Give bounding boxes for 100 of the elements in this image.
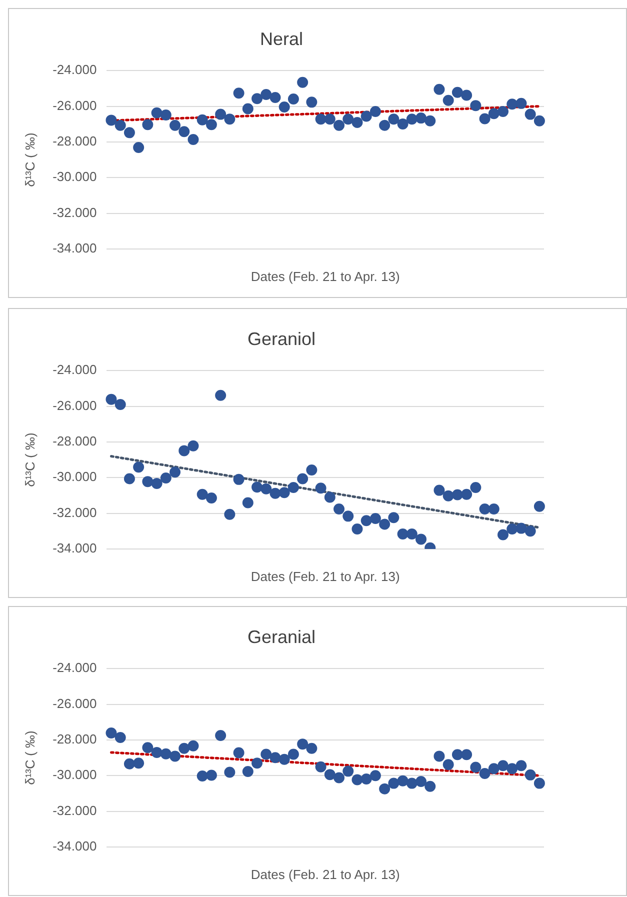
point (452, 86, 463, 98)
point (470, 100, 482, 112)
point (160, 472, 172, 484)
point (160, 110, 172, 121)
y-tick-label: -32.000 (52, 802, 97, 818)
point (188, 740, 199, 752)
point (461, 488, 472, 500)
point (524, 108, 536, 120)
point (470, 482, 482, 493)
point (416, 776, 427, 788)
point (124, 473, 135, 484)
point (498, 760, 509, 772)
point (188, 440, 199, 452)
point (388, 778, 400, 789)
point (360, 515, 372, 526)
point (424, 115, 436, 126)
point (397, 528, 408, 540)
point (270, 488, 281, 499)
point (170, 120, 181, 131)
y-tick-label: -28.000 (52, 434, 97, 449)
y-tick-label: -24.000 (52, 660, 97, 676)
point (178, 445, 190, 456)
point (379, 518, 390, 530)
point (461, 749, 472, 760)
point (452, 749, 463, 760)
point (224, 508, 236, 520)
point (524, 769, 536, 780)
point (260, 89, 272, 100)
point (388, 114, 400, 125)
point (534, 778, 545, 789)
point (270, 752, 281, 764)
point (170, 750, 181, 762)
point (133, 462, 144, 473)
point (151, 746, 162, 758)
y-tick-label: -26.000 (52, 98, 97, 113)
point (106, 114, 117, 126)
point (278, 754, 290, 765)
point (370, 512, 381, 524)
point (416, 534, 427, 545)
point (260, 483, 272, 494)
point (498, 106, 509, 117)
point (342, 766, 354, 777)
point (124, 758, 135, 770)
point (397, 775, 408, 786)
point (342, 114, 354, 125)
point (334, 504, 345, 515)
x-axis-title: Dates (Feb. 21 to Apr. 13) (250, 268, 400, 284)
point (114, 398, 126, 410)
point (479, 504, 490, 515)
point (142, 476, 154, 488)
point (379, 783, 390, 794)
point (370, 770, 381, 782)
point (215, 730, 226, 741)
point (306, 742, 318, 754)
point (534, 115, 545, 126)
point (388, 512, 400, 524)
point (324, 114, 336, 125)
point (114, 120, 126, 131)
point (215, 108, 226, 120)
point (352, 774, 363, 786)
point (506, 524, 518, 535)
point (178, 126, 190, 138)
point (306, 464, 318, 476)
point (416, 112, 427, 124)
y-axis-title: δ¹³C ( ‰) (22, 132, 38, 187)
point (133, 758, 144, 769)
point (242, 103, 254, 114)
point (196, 488, 208, 500)
point (278, 487, 290, 498)
point (406, 528, 418, 540)
point (233, 747, 244, 758)
point (360, 774, 372, 785)
point (452, 489, 463, 500)
point (461, 90, 472, 101)
point (488, 504, 500, 515)
point (206, 770, 217, 781)
y-tick-label: -28.000 (52, 134, 97, 149)
point (142, 119, 154, 130)
point (233, 88, 244, 99)
y-tick-label: -34.000 (52, 838, 97, 854)
point (534, 500, 545, 512)
point (242, 497, 254, 508)
point (233, 474, 244, 485)
point (506, 98, 518, 110)
point (352, 117, 363, 128)
point (324, 769, 336, 780)
point (170, 466, 181, 478)
point (488, 108, 500, 120)
point (406, 778, 418, 789)
point (516, 98, 527, 109)
y-tick-label: -26.000 (52, 398, 97, 413)
point (406, 114, 418, 125)
point (242, 766, 254, 778)
point (297, 473, 308, 484)
point (151, 478, 162, 490)
point (142, 742, 154, 754)
y-axis-title: δ¹³C ( ‰) (22, 432, 38, 487)
point (488, 763, 500, 774)
y-tick-label: -26.000 (52, 696, 97, 711)
point (334, 772, 345, 784)
